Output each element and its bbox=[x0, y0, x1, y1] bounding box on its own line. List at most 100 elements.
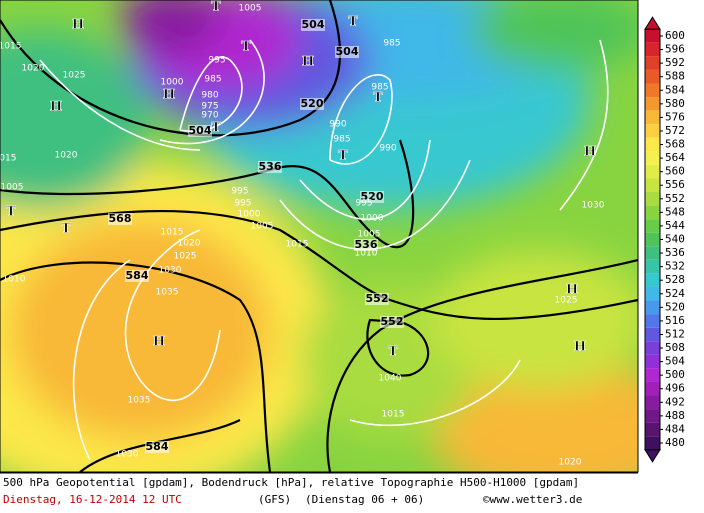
pressure-label: 1015 bbox=[0, 154, 16, 164]
colorbar-top-arrow bbox=[644, 16, 661, 30]
colorbar-label: 480 bbox=[665, 436, 685, 449]
label-backdrop bbox=[145, 441, 169, 453]
colorbar-swatch bbox=[645, 56, 660, 70]
pressure-label: 1020 bbox=[178, 239, 201, 249]
geopotential-label: 584 bbox=[146, 440, 169, 453]
pressure-label: 1030 bbox=[116, 450, 139, 460]
pressure-center: T bbox=[388, 345, 398, 360]
geopotential-label: 536 bbox=[355, 238, 378, 251]
pressure-center: H bbox=[302, 55, 314, 70]
geopotential-label: 584 bbox=[126, 269, 149, 282]
label-backdrop bbox=[125, 270, 149, 282]
colorbar-label: 576 bbox=[665, 110, 685, 123]
footer-date: Dienstag, 16-12-2014 12 UTC bbox=[3, 493, 182, 506]
colorbar-swatch bbox=[645, 219, 660, 233]
geopotential-label: 552 bbox=[366, 292, 389, 305]
pressure-label: 995 bbox=[234, 199, 251, 209]
colorbar-swatch bbox=[645, 422, 660, 437]
pressure-label: 1015 bbox=[0, 42, 21, 52]
pressure-center: H bbox=[163, 88, 175, 103]
colorbar-label: 496 bbox=[665, 382, 685, 395]
colorbar-label: 572 bbox=[665, 124, 685, 137]
colorbar-label: 552 bbox=[665, 192, 685, 205]
colorbar-swatch bbox=[645, 83, 660, 98]
pressure-label: 985 bbox=[204, 75, 221, 85]
pressure-center: H bbox=[584, 145, 596, 160]
colorbar-label: 532 bbox=[665, 260, 685, 273]
geopotential-label: 504 bbox=[336, 45, 359, 58]
colorbar-swatch bbox=[645, 273, 660, 287]
colorbar-swatch bbox=[645, 124, 660, 138]
geopotential-label: 568 bbox=[109, 212, 132, 225]
colorbar-label: 584 bbox=[665, 83, 685, 96]
colorbar-swatch bbox=[645, 69, 660, 84]
colorbar-swatch bbox=[645, 395, 660, 410]
colorbar-swatch bbox=[645, 164, 660, 179]
colorbar-label: 504 bbox=[665, 355, 685, 368]
colorbar-swatch bbox=[645, 151, 660, 165]
colorbar-label: 484 bbox=[665, 422, 685, 435]
geopotential-label: 520 bbox=[361, 190, 384, 203]
colorbar-label: 592 bbox=[665, 56, 685, 69]
pressure-center: H bbox=[566, 283, 578, 298]
pressure-label: 1005 bbox=[239, 4, 262, 14]
pressure-label: 1035 bbox=[156, 288, 179, 298]
pressure-label: 975 bbox=[201, 102, 218, 112]
colorbar-label: 488 bbox=[665, 409, 685, 422]
pressure-label: 1005 bbox=[1, 183, 24, 193]
colorbar-swatch bbox=[645, 314, 660, 328]
pressure-center: T bbox=[211, 0, 221, 15]
colorbar-label: 528 bbox=[665, 273, 685, 286]
footer-model: (GFS) bbox=[258, 493, 291, 506]
colorbar-label: 492 bbox=[665, 395, 685, 408]
colorbar-label: 544 bbox=[665, 219, 685, 232]
pressure-label: 1010 bbox=[3, 275, 26, 285]
colorbar-label: 564 bbox=[665, 151, 685, 164]
pressure-label: 1020 bbox=[559, 458, 582, 468]
label-backdrop bbox=[335, 46, 359, 58]
colorbar-swatch bbox=[645, 29, 660, 43]
colorbar-bottom-arrow bbox=[644, 449, 661, 463]
colorbar-label: 556 bbox=[665, 178, 685, 191]
pressure-label: 1015 bbox=[382, 410, 405, 420]
colorbar-label: 512 bbox=[665, 327, 685, 340]
pressure-label: 1030 bbox=[582, 201, 605, 211]
label-backdrop bbox=[354, 239, 378, 251]
colorbar-swatch bbox=[645, 381, 660, 396]
colorbar-frame bbox=[644, 28, 661, 451]
pressure-label: 990 bbox=[379, 144, 396, 154]
colorbar-label: 508 bbox=[665, 341, 685, 354]
pressure-label: 985 bbox=[383, 39, 400, 49]
colorbar-swatch bbox=[645, 246, 660, 260]
pressure-label: 1025 bbox=[63, 71, 86, 81]
pressure-center: T bbox=[348, 15, 358, 30]
colorbar-label: 560 bbox=[665, 165, 685, 178]
colorbar-label: 520 bbox=[665, 300, 685, 313]
label-backdrop bbox=[108, 213, 132, 225]
pressure-label: 1040 bbox=[379, 374, 402, 384]
pressure-label: 995 bbox=[208, 56, 225, 66]
map: 504 504 504 520 520 536 536 552 552 568 584 584 100… bbox=[0, 0, 638, 472]
colorbar-swatch bbox=[645, 137, 660, 152]
colorbar-swatch bbox=[645, 354, 660, 369]
pressure-center: H bbox=[50, 100, 62, 115]
pressure-center: T bbox=[338, 149, 348, 164]
colorbar-label: 524 bbox=[665, 287, 685, 300]
pressure-label: 1015 bbox=[161, 228, 184, 238]
pressure-center: T bbox=[241, 40, 251, 55]
colorbar-label: 536 bbox=[665, 246, 685, 259]
pressure-center: T bbox=[373, 91, 383, 106]
pressure-center: T bbox=[211, 121, 221, 136]
colorbar-label: 568 bbox=[665, 138, 685, 151]
geopotential-label: 536 bbox=[259, 160, 282, 173]
pressure-label: 1010 bbox=[355, 249, 378, 259]
pressure-label: 985 bbox=[371, 83, 388, 93]
colorbar-label: 548 bbox=[665, 205, 685, 218]
pressure-label: 980 bbox=[201, 91, 218, 101]
footer-credit: ©www.wetter3.de bbox=[483, 493, 582, 506]
pressure-center: H bbox=[574, 340, 586, 355]
colorbar-swatch bbox=[645, 205, 660, 220]
colorbar-swatch bbox=[645, 300, 660, 315]
